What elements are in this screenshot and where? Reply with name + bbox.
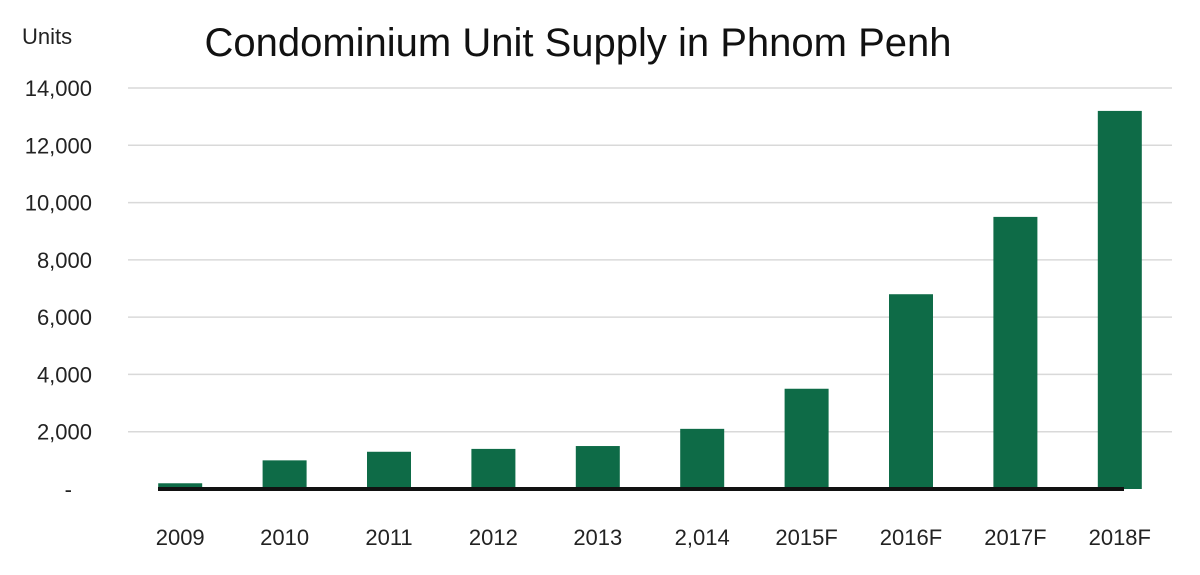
x-tick-label: 2010 [260,525,309,550]
x-axis-ticks: 2009 2010 2011 2012 2013 2,014 2015F 2016F 2017F… [156,525,1151,550]
x-tick-label: 2016F [880,525,942,550]
chart-title: Condominium Unit Supply in Phnom Penh [204,21,951,65]
bars [158,110,1142,490]
x-tick-label: 2017F [984,525,1046,550]
bar-2012 [471,448,516,489]
x-tick-label: 2015F [775,525,837,550]
y-tick-label: 2,000 [37,420,92,445]
bar-2014 [680,428,725,489]
x-tick-label: 2009 [156,525,205,550]
y-tick-label: 4,000 [37,362,92,387]
x-tick-label: 2013 [573,525,622,550]
y-tick-label: 6,000 [37,305,92,330]
y-axis-ticks: - 2,000 4,000 6,000 8,000 10,000 12,000 14,000 [25,76,92,502]
x-tick-label: 2012 [469,525,518,550]
gridlines [128,87,1172,433]
y-tick-label: 12,000 [25,133,92,158]
bar-2017F [993,216,1038,489]
x-tick-label: 2018F [1089,525,1151,550]
bar-2013 [575,446,620,489]
y-axis-unit-label: Units [22,24,72,49]
y-tick-label: 8,000 [37,248,92,273]
bar-2011 [367,451,411,489]
bar-2010 [262,460,307,489]
x-tick-label: 2,014 [675,525,730,550]
y-tick-label: 10,000 [25,191,92,216]
bar-2016F [889,294,933,489]
y-tick-label: - [65,477,72,502]
y-tick-label: 14,000 [25,76,92,101]
x-tick-label: 2011 [365,525,412,550]
bar-2015F [784,388,829,489]
bar-2018F [1097,110,1142,490]
bar-2009 [158,483,203,489]
